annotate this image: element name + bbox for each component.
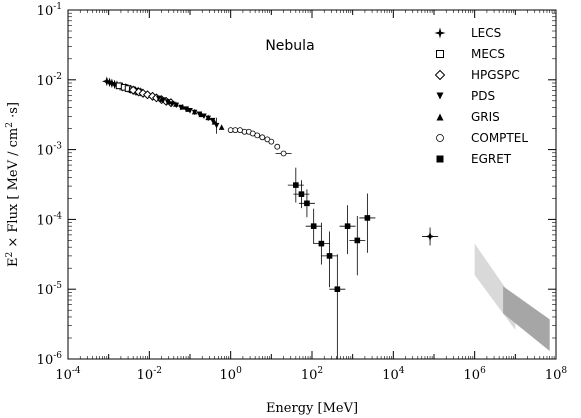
data-point [211,119,218,125]
series-gris [158,96,225,130]
x-tick-label: 102 [301,366,323,383]
legend: LECS MECS HPGSPC PDS GRIS COMPTEL EGRET [434,26,528,166]
y-axis-label: E2 × Flux [ MeV / cm2 ·s] [5,102,21,267]
y-tick-label: 10-6 [37,351,63,368]
x-tick-label: 100 [220,366,243,383]
data-point [304,200,310,207]
y-tick-label: 10-3 [37,142,63,159]
data-point [344,223,351,229]
data-point [165,98,172,105]
legend-label: EGRET [471,152,512,166]
data-point [205,114,211,121]
legend-marker [434,69,446,81]
legend-marker [436,113,444,121]
nebula-annotation: Nebula [265,38,314,54]
data-point [334,286,341,292]
data-point [268,138,275,145]
data-point [232,127,239,134]
x-tick-label: 104 [382,366,405,383]
x-axis-label: Energy [MeV] [266,401,358,416]
data-point [104,77,115,88]
data-point [280,150,287,157]
series-extra [425,231,435,242]
y-tick-label: 10-2 [37,72,62,89]
data-point [198,111,205,118]
x-tick-label: 106 [464,366,487,383]
legend-marker [436,155,444,163]
data-point [293,182,299,188]
data-point [425,231,435,242]
legend-marker [436,134,444,142]
data-point [209,117,216,124]
data-point [107,78,117,89]
legend-label: PDS [471,89,495,103]
legend-marker [434,27,446,39]
data-point [364,215,371,221]
legend-marker [436,92,444,100]
series-egret [293,182,371,292]
series-comptel [227,127,287,157]
data-point [138,88,148,98]
data-point [298,191,305,197]
data-point [102,76,112,87]
data-point [254,132,261,139]
y-tick-label: 10-1 [37,2,62,19]
y-tick-label: 10-4 [37,211,63,228]
data-point [179,104,186,110]
x-tick-label: 10-2 [137,366,162,383]
legend-label: HPGSPC [471,68,520,82]
data-point [185,106,191,112]
legend-label: LECS [471,26,501,40]
series-pds [155,95,220,129]
x-tick-label: 10-4 [55,366,81,383]
data-point [128,85,138,95]
data-point [155,95,162,102]
data-point [326,253,333,259]
y-tick-label: 10-5 [37,281,63,298]
legend-marker [436,50,444,58]
data-point [218,124,225,130]
x-tick-label: 108 [545,366,568,383]
data-point [191,108,198,115]
data-point [354,237,361,244]
data-point [274,143,281,150]
data-point [259,134,266,141]
plot-frame [67,9,557,360]
legend-label: GRIS [471,110,500,124]
shaded-band-1 [503,286,550,352]
data-point [158,96,165,102]
legend-label: COMPTEL [471,131,528,145]
data-point [173,101,179,107]
data-point [318,240,325,247]
legend-label: MECS [471,47,505,61]
data-point [310,223,317,229]
